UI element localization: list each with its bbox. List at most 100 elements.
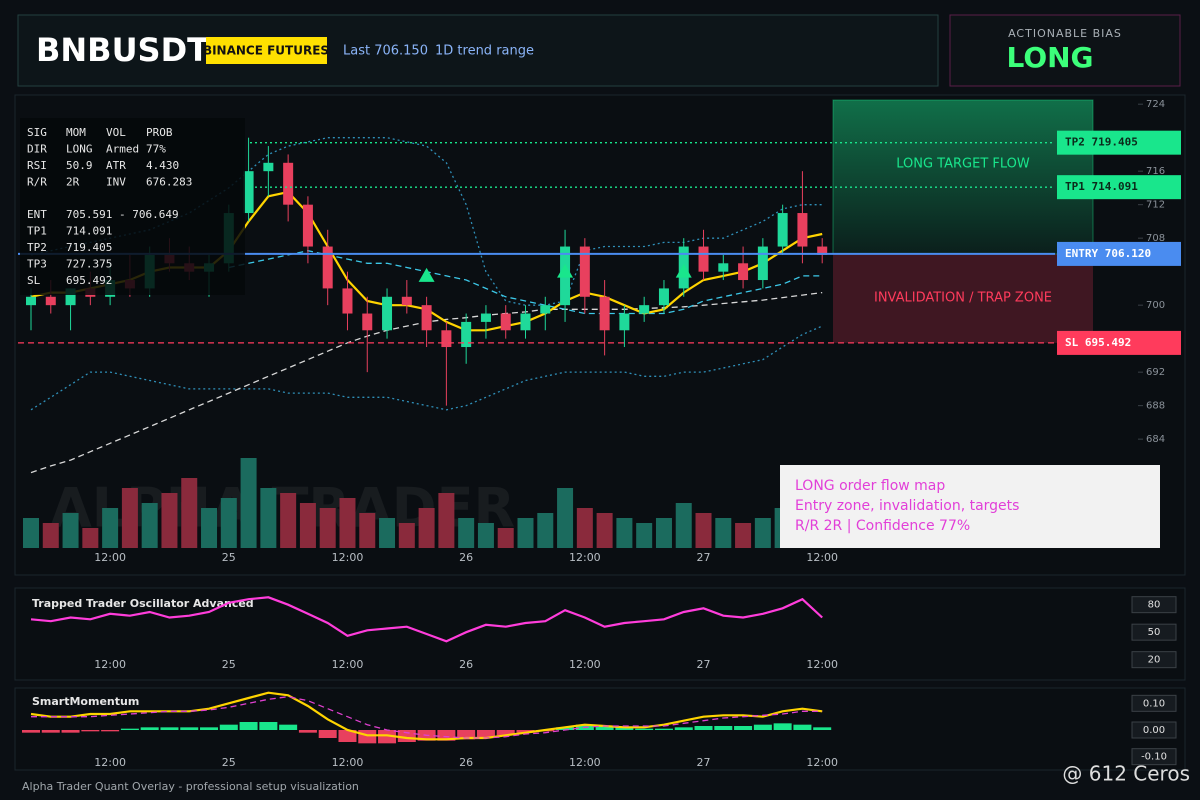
info-cell: Armed xyxy=(106,143,139,156)
momentum-bar xyxy=(378,730,397,744)
momentum-bar xyxy=(239,722,258,730)
momentum-bar xyxy=(397,730,416,742)
x-tick-label: 12:00 xyxy=(806,658,838,671)
x-tick-label: 12:00 xyxy=(94,551,126,564)
last-price: Last 706.150 xyxy=(343,44,428,59)
bias-box xyxy=(949,14,1181,87)
bias-title: ACTIONABLE BIAS xyxy=(1008,27,1122,40)
momentum-bar xyxy=(635,728,654,730)
level-label: TP2 719.405 xyxy=(1065,136,1138,149)
volume-bar xyxy=(102,508,119,548)
x-tick-label: 25 xyxy=(222,658,236,671)
momentum-bar xyxy=(180,727,199,730)
candle-body xyxy=(579,246,590,297)
candle-body xyxy=(65,288,76,306)
series-line xyxy=(30,325,823,411)
candle-body xyxy=(45,296,56,306)
momentum-bar xyxy=(41,730,60,733)
volume-bar xyxy=(161,493,178,548)
candle-body xyxy=(243,171,254,214)
candle-body xyxy=(698,246,709,272)
level-box xyxy=(1057,130,1181,155)
momentum-bar xyxy=(516,730,535,733)
trap-zone xyxy=(833,253,1093,343)
candle-body xyxy=(738,263,749,281)
info-cell: TP3 xyxy=(27,258,47,271)
volume-bar xyxy=(121,488,138,548)
candle-body xyxy=(421,305,432,331)
target-zone xyxy=(832,99,1094,255)
panel-title: SmartMomentum xyxy=(32,695,139,708)
volume-bar xyxy=(418,508,435,548)
x-tick-label: 26 xyxy=(459,551,473,564)
info-cell: 77% xyxy=(146,143,166,156)
y-tick-box xyxy=(1131,596,1177,614)
volume-bar xyxy=(477,523,494,548)
volume-bar xyxy=(82,528,99,548)
info-panel xyxy=(20,118,245,295)
candle-body xyxy=(599,296,610,331)
momentum-bar xyxy=(259,722,278,730)
info-cell: 2R xyxy=(66,176,80,189)
momentum-bar xyxy=(140,727,159,730)
info-cell: SL xyxy=(27,274,41,287)
candle-body xyxy=(480,313,491,322)
annotation-box xyxy=(780,465,1160,548)
annotation-line: Entry zone, invalidation, targets xyxy=(795,498,1019,514)
y-tick-label: 684 xyxy=(1146,434,1165,445)
candle-body xyxy=(401,296,412,306)
volume-bar xyxy=(438,493,455,548)
volume-bar xyxy=(62,513,79,548)
candle-body xyxy=(718,263,729,272)
x-tick-label: 25 xyxy=(222,551,236,564)
info-cell: TP1 xyxy=(27,225,47,238)
momentum-bar xyxy=(496,730,515,736)
volume-bar xyxy=(616,518,633,548)
momentum-bar xyxy=(81,730,100,732)
momentum-bar xyxy=(457,730,476,740)
momentum-bar xyxy=(219,724,238,730)
series-line xyxy=(31,696,823,739)
y-tick-box xyxy=(1131,748,1177,766)
volume-bar xyxy=(517,518,534,548)
y-tick-box xyxy=(1131,651,1177,669)
info-cell: MOM xyxy=(66,126,86,139)
plot-layer: 684 688 692 700 708 712 716 724 LONG TARGET FLOW… xyxy=(18,99,1181,769)
y-tick-label: 708 xyxy=(1146,233,1165,244)
volume-bar xyxy=(319,508,336,548)
candle-body xyxy=(263,162,274,172)
volume-bar xyxy=(201,508,218,548)
y-tick-label: 712 xyxy=(1146,200,1165,211)
momentum-bar xyxy=(279,724,298,730)
y-tick-box xyxy=(1131,694,1177,712)
x-tick-label: 12:00 xyxy=(94,756,126,769)
y-tick-label: 716 xyxy=(1146,166,1165,177)
info-cell: PROB xyxy=(146,126,173,139)
volume-bar xyxy=(23,518,39,548)
candle-body xyxy=(342,288,353,314)
y-tick-box xyxy=(1131,623,1177,641)
signal-marker xyxy=(675,263,692,278)
candle-body xyxy=(362,313,373,331)
volume-bar xyxy=(576,508,593,548)
x-tick-label: 12:00 xyxy=(332,551,364,564)
level-label: SL 695.492 xyxy=(1065,336,1131,349)
info-cell: 727.375 xyxy=(66,258,112,271)
momentum-bar xyxy=(160,727,179,730)
momentum-bar xyxy=(674,727,693,730)
candle-body xyxy=(520,313,531,331)
x-tick-label: 25 xyxy=(222,756,236,769)
symbol: BNBUSDT xyxy=(36,31,209,69)
info-cell: ENT xyxy=(27,208,47,221)
momentum-bar xyxy=(298,730,317,733)
momentum-bar xyxy=(694,726,713,730)
momentum-bar xyxy=(476,730,495,738)
volume-bar xyxy=(655,518,672,548)
x-tick-label: 12:00 xyxy=(569,756,601,769)
info-cell: DIR xyxy=(27,143,47,156)
momentum-bar xyxy=(813,727,832,730)
volume-bar xyxy=(715,518,732,548)
candle-body xyxy=(302,204,313,247)
x-tick-label: 12:00 xyxy=(332,756,364,769)
candle-body xyxy=(658,288,669,306)
